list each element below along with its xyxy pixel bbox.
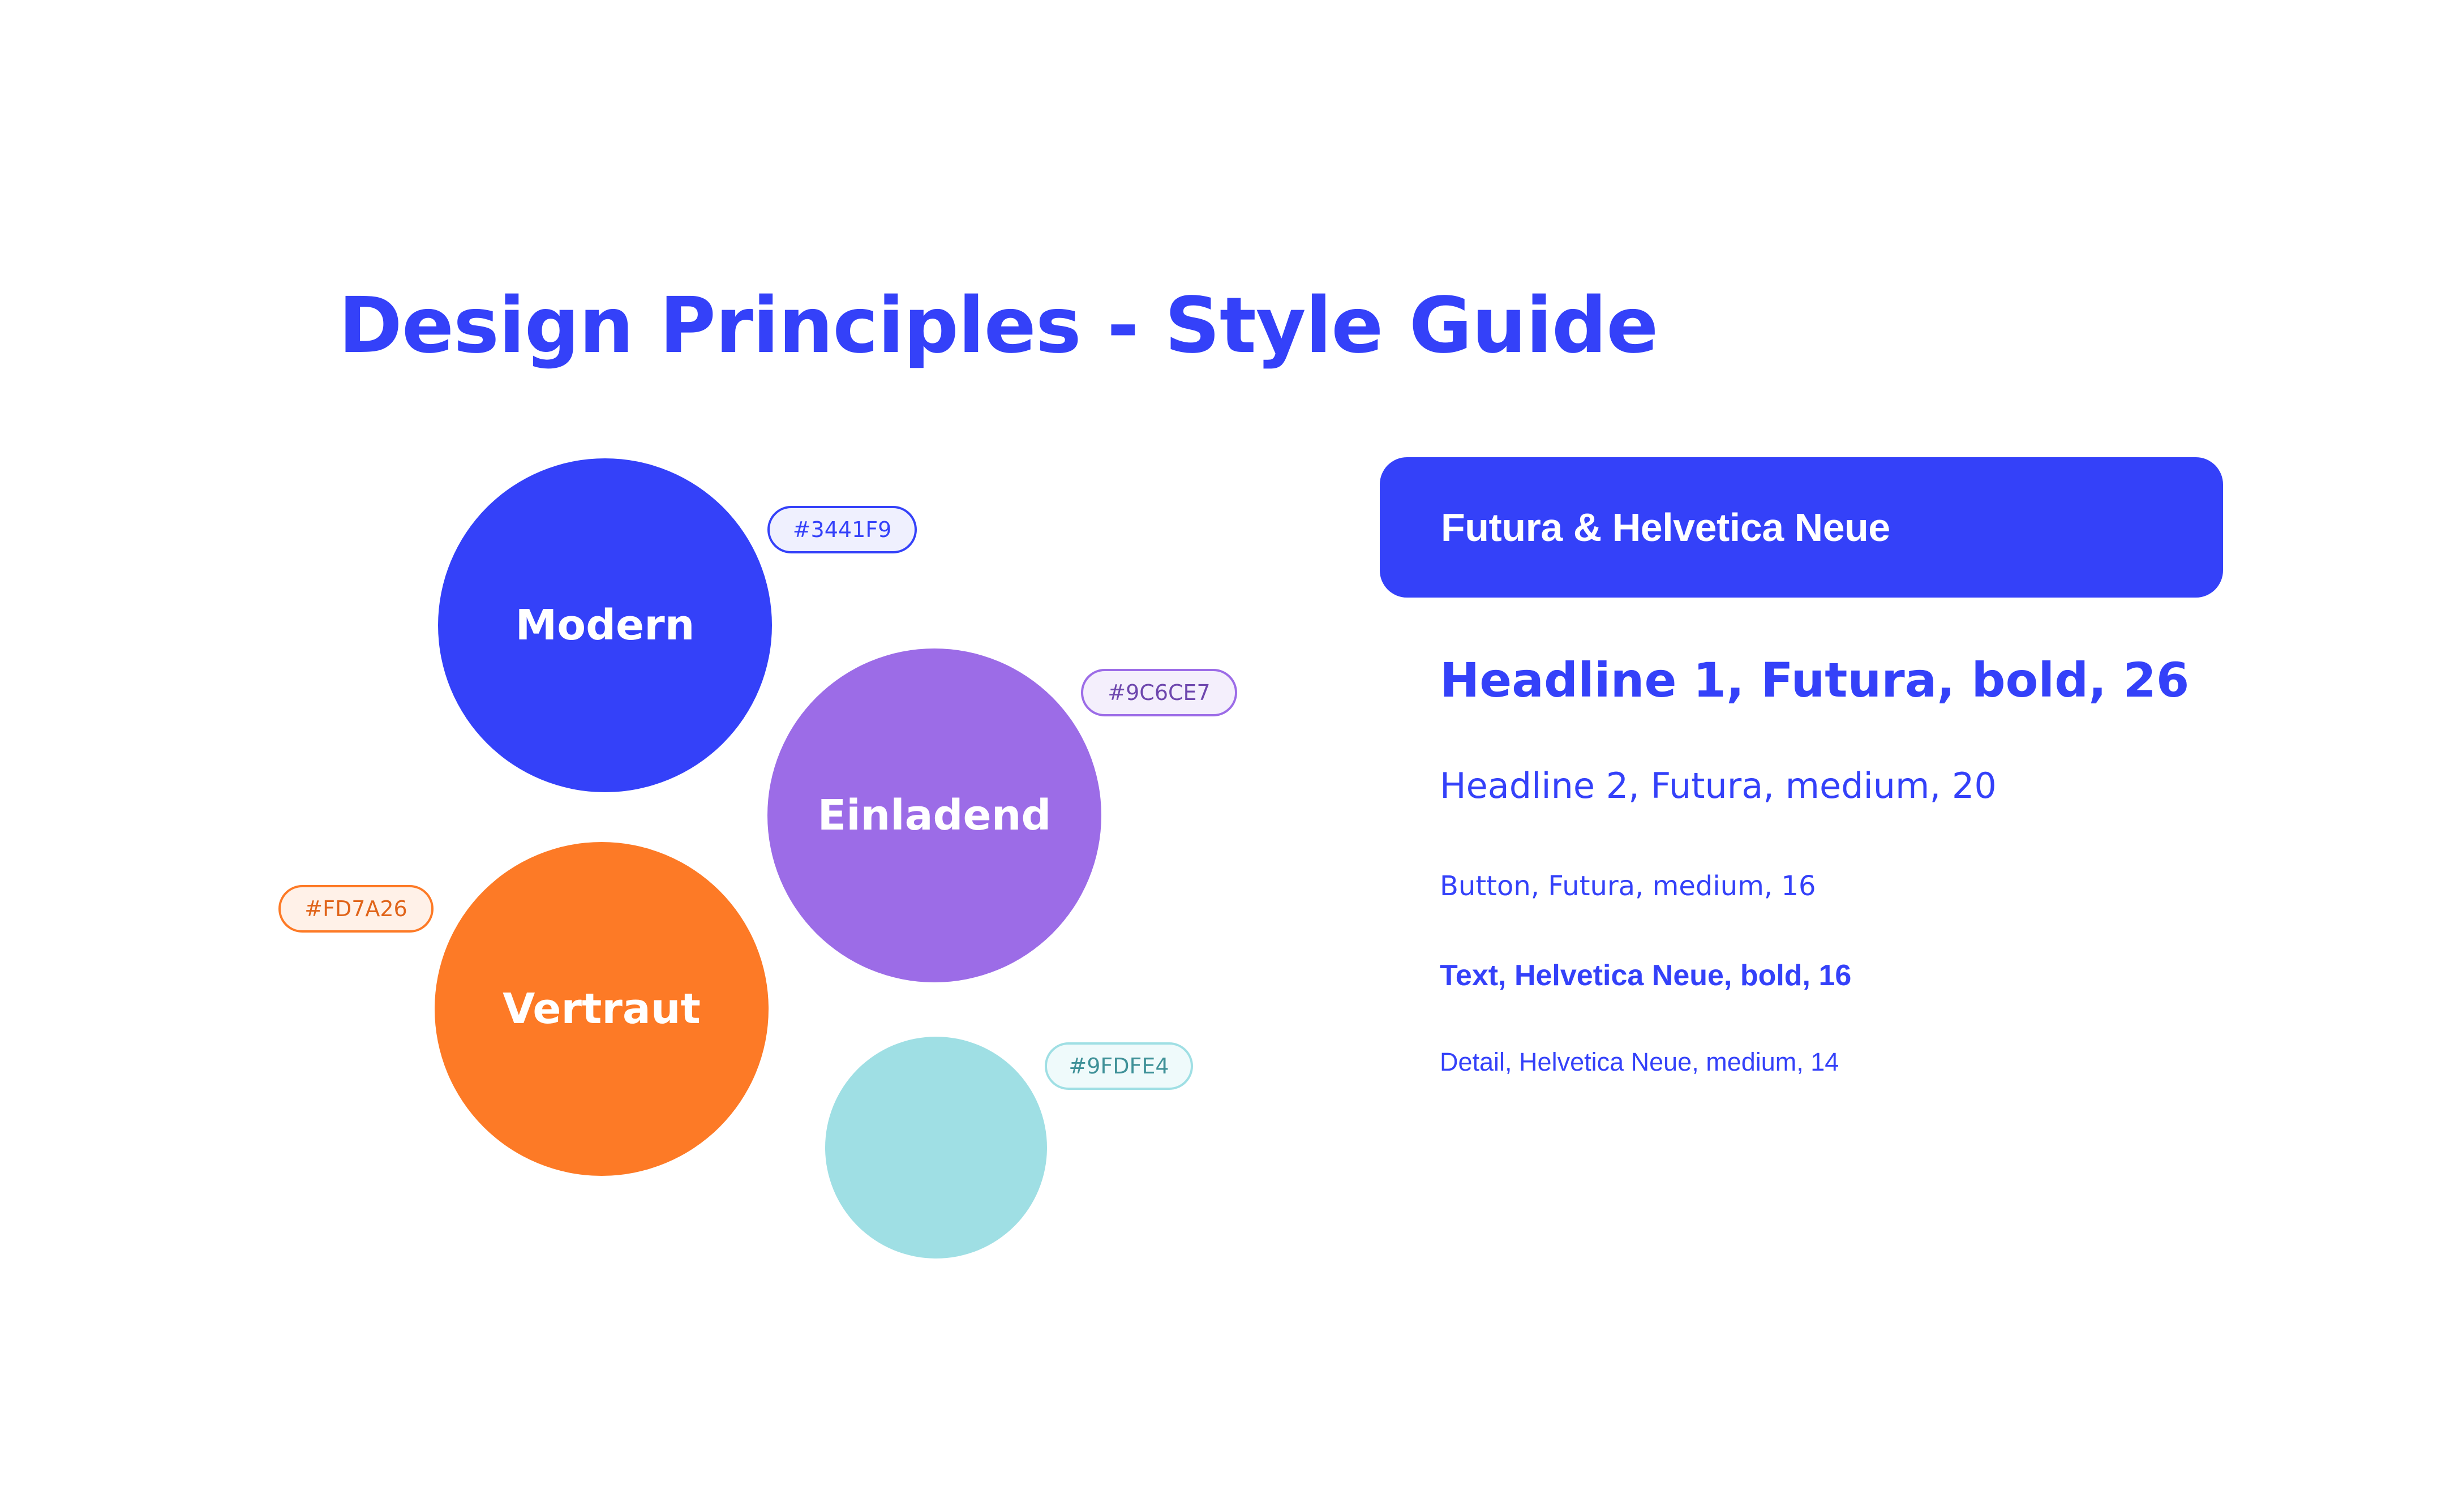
hex-chip-vertraut: #FD7A26 [278, 885, 434, 933]
type-sample-headline-2: Headline 2, Futura, medium, 20 [1440, 765, 1997, 806]
hex-chip-einladend: #9C6CE7 [1081, 669, 1237, 716]
hex-chip-modern: #3441F9 [767, 506, 917, 553]
circle-label-einladend: Einladend [817, 791, 1052, 840]
type-sample-text: Text, Helvetica Neue, bold, 16 [1440, 959, 1852, 992]
color-circle-light-cyan [825, 1037, 1047, 1258]
color-circle-modern: Modern [438, 458, 772, 792]
hex-code-light-cyan: #9FDFE4 [1069, 1054, 1169, 1079]
color-circle-vertraut: Vertraut [435, 842, 769, 1176]
type-sample-detail: Detail, Helvetica Neue, medium, 14 [1440, 1047, 1839, 1076]
hex-code-modern: #3441F9 [792, 517, 892, 542]
circle-label-modern: Modern [515, 601, 695, 650]
hex-code-einladend: #9C6CE7 [1108, 680, 1211, 705]
page-title: Design Principles - Style Guide [338, 281, 1658, 371]
circle-label-vertraut: Vertraut [503, 985, 701, 1033]
color-circle-einladend: Einladend [767, 648, 1101, 982]
font-family-banner: Futura & Helvetica Neue [1380, 457, 2223, 598]
font-family-banner-label: Futura & Helvetica Neue [1441, 505, 1890, 549]
type-sample-button: Button, Futura, medium, 16 [1440, 870, 1816, 902]
hex-chip-light-cyan: #9FDFE4 [1045, 1042, 1193, 1090]
type-sample-headline-1: Headline 1, Futura, bold, 26 [1440, 652, 2190, 708]
hex-code-vertraut: #FD7A26 [304, 896, 407, 921]
